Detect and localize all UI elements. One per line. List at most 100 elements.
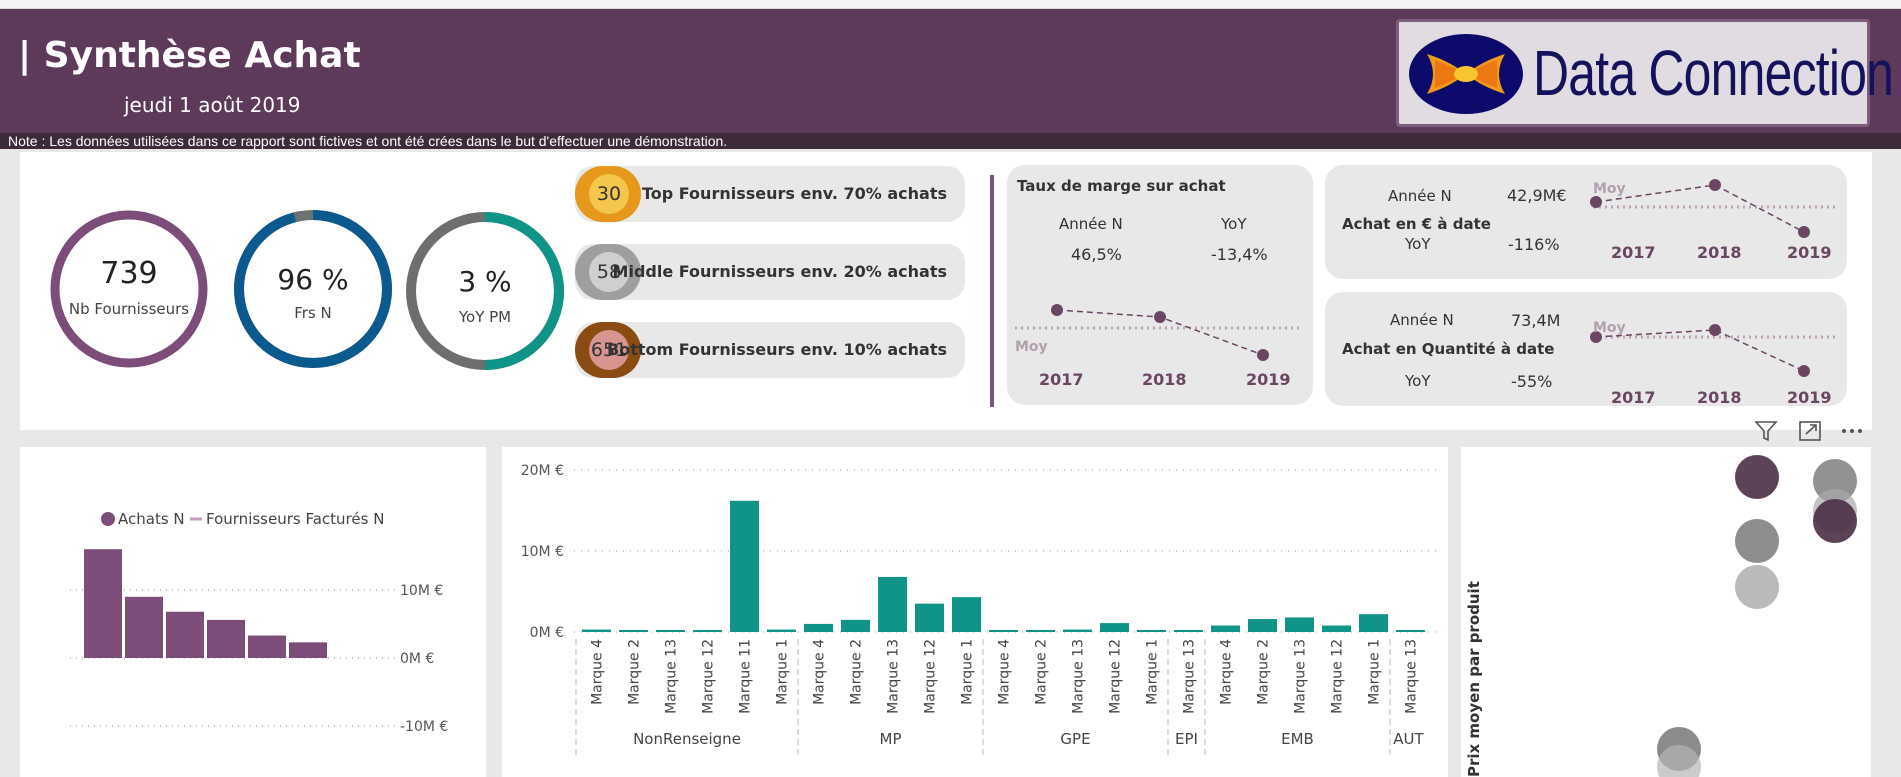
prix-moyen-scatter[interactable]: Prix moyen par produit [1461, 447, 1871, 777]
x-tick-label: Marque 12 [1330, 639, 1346, 714]
bar-marque [730, 500, 759, 632]
more-options-icon[interactable] [1838, 418, 1866, 444]
kpi-yoy-pm[interactable]: 3 % YoY PM [404, 210, 566, 372]
bar-marque [1100, 623, 1129, 632]
x-tick-label: Marque 13 [1071, 639, 1087, 714]
achat-eur-yoy-label: YoY [1405, 235, 1431, 253]
bar-marque [1137, 630, 1166, 632]
group-label: GPE [1060, 730, 1090, 748]
bar-marque [582, 629, 611, 632]
bar-marque [1063, 629, 1092, 632]
x-tick-label: Marque 12 [1108, 639, 1124, 714]
achat-qte-annee-value: 73,4M [1511, 311, 1561, 330]
legend-fournisseurs-label: Fournisseurs Facturés N [206, 510, 384, 528]
kpi-frs-n[interactable]: 96 % Frs N [232, 208, 394, 370]
marge-sparkline [1015, 304, 1303, 361]
frs-n-value: 96 % [277, 263, 349, 296]
x-tick-label: Marque 12 [923, 639, 939, 714]
report-date: jeudi 1 août 2019 [124, 93, 301, 117]
x-tick-label: Marque 13 [1293, 639, 1309, 714]
segment-count: 58 [589, 252, 629, 292]
x-tick-label: Marque 1 [1145, 639, 1161, 705]
achat-qte-sparkline [1590, 324, 1837, 377]
x-tick-label: Marque 13 [664, 639, 680, 714]
frs-n-label: Frs N [294, 304, 332, 322]
bar-marque [1396, 630, 1425, 632]
x-tick-label: Marque 4 [590, 639, 606, 705]
x-tick-label: Marque 4 [1219, 639, 1235, 705]
bar-marque [693, 630, 722, 632]
achat-qte-title: Achat en Quantité à date [1342, 340, 1555, 358]
bar-marque [1248, 619, 1277, 632]
bar-achats [166, 611, 204, 658]
section-divider [990, 175, 994, 407]
achat-eur-title: Achat en € à date [1342, 215, 1491, 233]
x-tick-label: Marque 13 [886, 639, 902, 714]
achat-eur-annee-label: Année N [1388, 187, 1452, 205]
bar-achats [84, 549, 122, 658]
achat-qte-card[interactable]: Année N 73,4M Achat en Quantité à date Y… [1325, 292, 1847, 407]
segment-label: Top Fournisseurs env. 70% achats [641, 184, 947, 203]
achats-par-marque-svg: 20M € 10M € 0M € Marque 4 Marque 2 Marque 13… [521, 463, 1442, 757]
year-label: 2017 [1611, 388, 1656, 407]
bar-marque [841, 619, 870, 632]
marge-card[interactable]: Taux de marge sur achat Année N YoY 46,5… [1007, 165, 1313, 405]
bar-marque [1211, 625, 1240, 632]
segment-label: Middle Fournisseurs env. 20% achats [612, 262, 947, 281]
focus-mode-icon[interactable] [1796, 418, 1824, 444]
company-logo: Data Connection [1396, 19, 1894, 127]
report-header: | Synthèse Achat jeudi 1 août 2019 Data … [0, 9, 1901, 133]
achats-par-marque-chart[interactable]: 20M € 10M € 0M € Marque 4 Marque 2 Marque 13… [502, 447, 1448, 777]
bar-marque [767, 629, 796, 632]
achat-eur-card[interactable]: Année N 42,9M€ Achat en € à date YoY -11… [1325, 165, 1847, 279]
bar-marque [952, 597, 981, 632]
year-label: 2019 [1787, 388, 1832, 407]
y-tick-label: -10M € [400, 719, 448, 735]
achat-qte-yoy-value: -55% [1511, 372, 1553, 391]
bar-achats [248, 635, 286, 658]
achats-fournisseurs-chart[interactable]: Achats N Fournisseurs Facturés N 10M € 0M… [20, 447, 486, 777]
segment-middle[interactable]: 58 Middle Fournisseurs env. 20% achats [575, 244, 965, 300]
year-label: 2019 [1787, 243, 1832, 262]
y-tick-label: 0M € [530, 625, 564, 641]
x-tick-label: Marque 12 [701, 639, 717, 714]
nb-fournisseurs-label: Nb Fournisseurs [68, 300, 190, 318]
segment-top[interactable]: 30 Top Fournisseurs env. 70% achats [575, 166, 965, 222]
disclaimer-bar: Note : Les données utilisées dans ce rap… [0, 133, 1901, 149]
segment-label: Bottom Fournisseurs env. 10% achats [607, 340, 947, 359]
scatter-point [1735, 519, 1779, 563]
marge-col2-label: YoY [1221, 215, 1247, 233]
scatter-point [1657, 745, 1701, 777]
bar-achats [289, 642, 327, 658]
bar-marque [656, 630, 685, 632]
x-tick-label: Marque 13 [1182, 639, 1198, 714]
achat-qte-avg-label: Moy [1593, 320, 1626, 336]
year-label: 2019 [1246, 370, 1291, 389]
segment-bottom[interactable]: 651 Bottom Fournisseurs env. 10% achats [575, 322, 965, 378]
yoy-pm-ring [406, 212, 564, 370]
bar-marque [878, 576, 907, 632]
achat-qte-annee-label: Année N [1390, 311, 1454, 329]
marge-col1-value: 46,5% [1071, 245, 1122, 264]
bar-marque [1359, 614, 1388, 632]
bar-marque [1174, 630, 1203, 632]
segment-badge: 30 [575, 166, 641, 222]
window-top-strip [0, 0, 1901, 9]
year-label: 2018 [1697, 388, 1742, 407]
year-label: 2018 [1142, 370, 1187, 389]
marge-title: Taux de marge sur achat [1017, 177, 1226, 195]
y-tick-label: 10M € [521, 544, 564, 560]
year-label: 2018 [1697, 243, 1742, 262]
achat-eur-annee-value: 42,9M€ [1507, 186, 1567, 205]
marge-col1-label: Année N [1059, 215, 1123, 233]
x-tick-label: Marque 4 [812, 639, 828, 705]
filter-icon[interactable] [1752, 418, 1780, 444]
year-label: 2017 [1039, 370, 1084, 389]
segment-count: 30 [589, 174, 629, 214]
kpi-nb-fournisseurs[interactable]: 739 Nb Fournisseurs [48, 208, 210, 370]
x-tick-label: Marque 1 [775, 639, 791, 705]
frs-n-ring [234, 210, 392, 368]
group-label: AUT [1393, 730, 1424, 748]
x-tick-label: Marque 1 [960, 639, 976, 705]
bar-marque [619, 630, 648, 632]
